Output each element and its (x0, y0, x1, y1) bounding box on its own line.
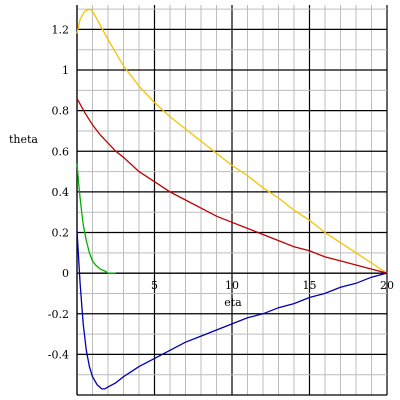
y-tick-label: 1.2 (52, 23, 70, 36)
x-tick-label: 10 (225, 279, 239, 292)
series-line-1 (76, 8, 388, 274)
x-tick-label: 5 (151, 279, 158, 292)
axes (76, 5, 387, 395)
y-tick-label: 0.6 (52, 145, 70, 158)
x-tick-label: 20 (380, 279, 394, 292)
series-line-3 (76, 163, 116, 274)
y-axis-label: theta (9, 133, 38, 146)
series-line-2 (76, 98, 388, 274)
x-tick-label: 15 (303, 279, 317, 292)
y-tick-label: 0 (62, 267, 69, 280)
series-line-4 (76, 230, 388, 390)
y-tick-label: -0.4 (48, 348, 69, 361)
tick-labels: -0.4 -0.2 0 0.2 0.4 0.6 0.8 1 1.2 5 10 15 20 (48, 23, 394, 361)
y-tick-label: 0.4 (52, 186, 70, 199)
grid (76, 5, 388, 396)
y-tick-label: -0.2 (48, 308, 69, 321)
y-tick-label: 0.2 (52, 227, 70, 240)
y-tick-label: 1 (62, 64, 69, 77)
series-group (76, 8, 388, 390)
y-tick-label: 0.8 (52, 105, 70, 118)
x-axis-label: eta (224, 296, 242, 309)
